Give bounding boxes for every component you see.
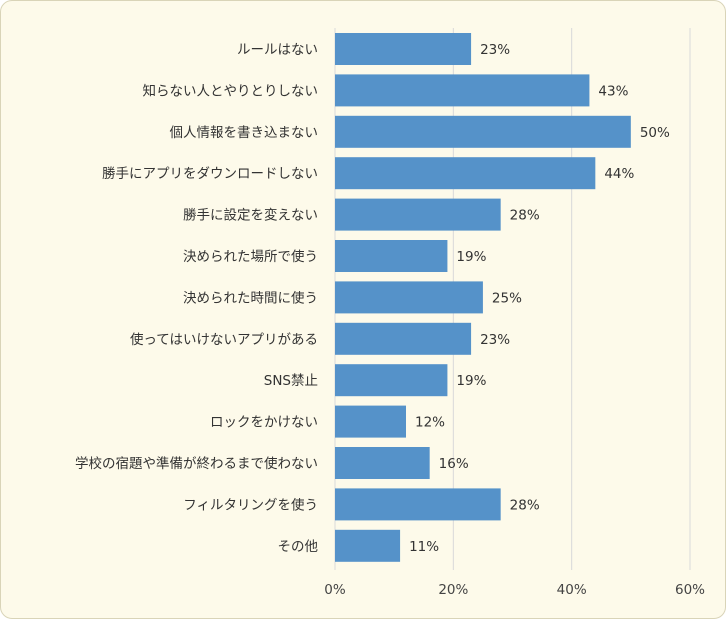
value-label: 19% [456,249,486,265]
bar [335,364,448,397]
labels: 0% 20% 40% 60% ルールはない 23% 知らない人とやりとりしない 43% 個人情報… [75,42,705,598]
value-label: 28% [510,208,540,224]
category-label: 勝手に設定を変えない [183,207,318,224]
value-label: 11% [409,539,439,555]
value-label: 28% [510,497,540,513]
x-tick-label: 0% [324,582,346,598]
category-label: 学校の宿題や準備が終わるまで使わない [75,455,318,472]
category-label: フィルタリングを使う [183,496,318,513]
category-label: ロックをかけない [210,415,318,431]
category-label: 使ってはいけないアプリがある [130,331,318,348]
value-label: 23% [480,332,510,348]
bar [335,115,631,148]
category-label: 知らない人とやりとりしない [143,82,319,99]
value-label: 23% [480,42,510,58]
x-tick-label: 60% [675,582,705,598]
value-label: 44% [604,166,634,182]
category-label: その他 [278,539,319,555]
category-label: 決められた時間に使う [183,289,318,306]
category-label: 勝手にアプリをダウンロードしない [102,166,318,182]
bar [335,322,472,355]
bar [335,529,401,562]
x-tick-label: 20% [438,582,468,598]
bars [335,33,631,562]
value-label: 16% [439,456,469,472]
bar [335,281,483,314]
category-label: 個人情報を書き込まない [170,125,319,141]
category-label: ルールはない [237,42,318,58]
category-label: SNS禁止 [264,373,318,389]
bar [335,240,448,272]
value-label: 12% [415,415,445,431]
bar [335,33,472,65]
bar [335,488,501,521]
bar [335,405,406,438]
bar [335,157,596,190]
value-label: 25% [492,290,522,306]
bar [335,74,590,107]
bar [335,447,430,479]
bar [335,198,501,231]
value-label: 50% [640,125,670,141]
category-label: 決められた場所で使う [183,248,318,265]
x-tick-label: 40% [557,582,587,598]
value-label: 19% [456,373,486,389]
value-label: 43% [598,83,628,99]
